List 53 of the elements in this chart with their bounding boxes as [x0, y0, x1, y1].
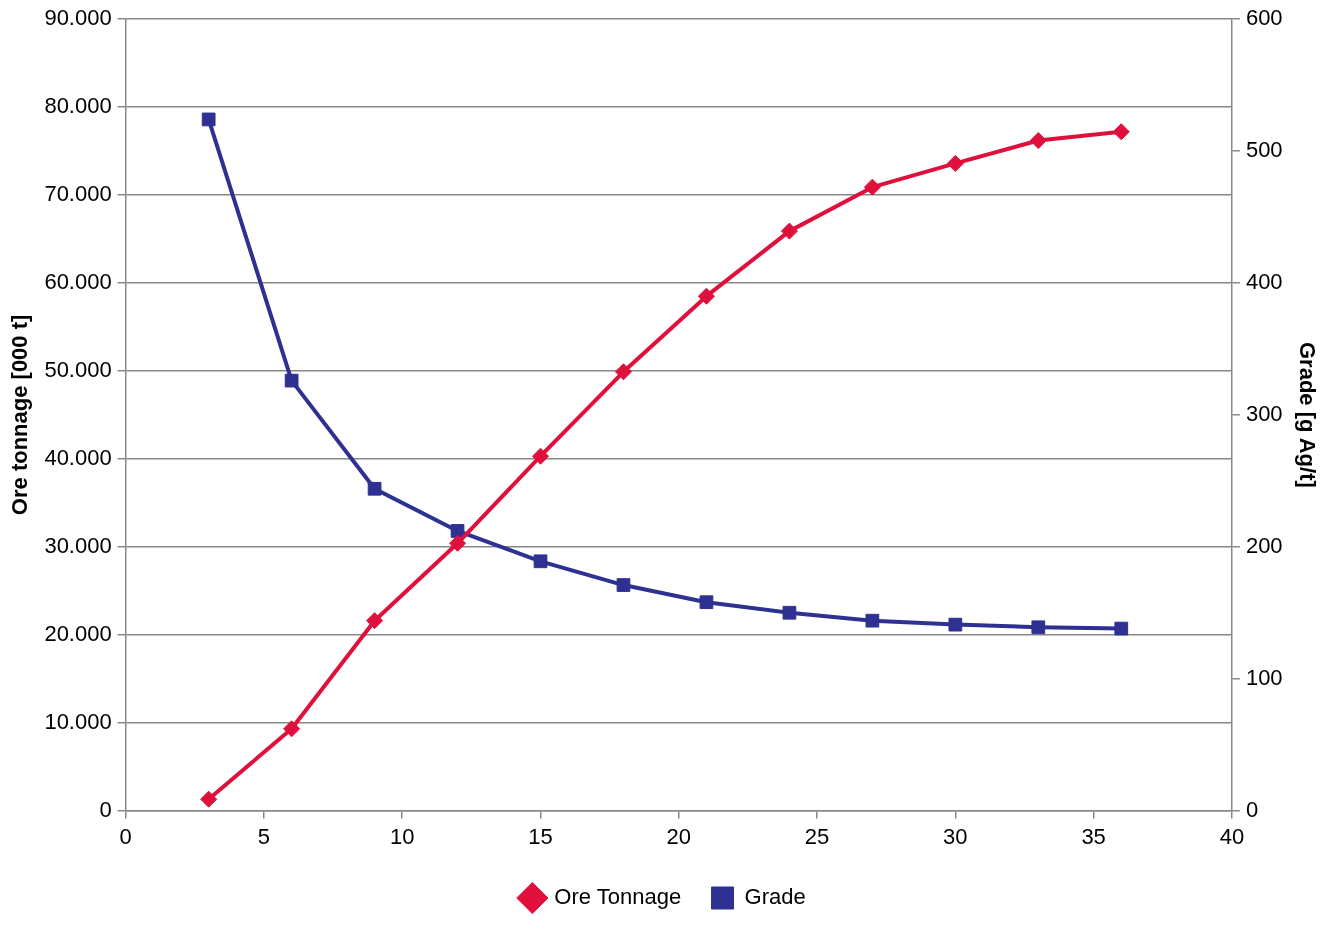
x-tick-label: 15 — [528, 823, 553, 849]
point — [366, 612, 384, 630]
y2-tick-label: 0 — [1245, 796, 1259, 822]
point — [1031, 620, 1046, 635]
y2-tick-label: 100 — [1245, 664, 1283, 690]
point — [284, 373, 299, 388]
y-tick-label: 70.000 — [44, 181, 112, 207]
y2-tick-label: 400 — [1245, 269, 1283, 295]
point — [782, 605, 797, 620]
point — [1114, 621, 1129, 636]
point — [948, 617, 963, 632]
y-tick-label: 80.000 — [44, 93, 112, 119]
point — [200, 790, 218, 808]
point — [449, 534, 467, 552]
legend-label: Grade — [744, 884, 806, 910]
point — [865, 613, 880, 628]
point — [283, 720, 301, 738]
x-tick-label: 25 — [804, 823, 830, 849]
x-tick-label: 40 — [1219, 823, 1245, 849]
y2-tick-label: 600 — [1245, 5, 1283, 31]
x-tick-label: 30 — [943, 823, 968, 849]
point — [614, 363, 632, 381]
x-tick-label: 5 — [257, 823, 271, 849]
y-axis-title: Ore tonnage [000 t] — [7, 314, 33, 516]
y-tick-label: 10.000 — [44, 708, 112, 734]
y-tick-label: 50.000 — [44, 357, 112, 382]
point — [532, 447, 550, 465]
y-tick-label: 0 — [99, 796, 112, 822]
point — [1112, 123, 1130, 141]
point — [699, 595, 714, 610]
y2-tick-label: 200 — [1245, 532, 1283, 558]
point — [533, 554, 548, 569]
x-tick-label: 10 — [390, 823, 415, 849]
y2-tick-label: 300 — [1245, 400, 1283, 426]
y-tick-label: 30.000 — [44, 532, 112, 558]
x-tick-label: 20 — [666, 823, 692, 849]
point — [697, 287, 715, 305]
point — [946, 154, 964, 172]
point — [780, 222, 798, 240]
point — [367, 481, 382, 496]
legend-label: Ore Tonnage — [554, 884, 682, 910]
x-tick-label: 0 — [119, 823, 132, 849]
y2-tick-label: 500 — [1245, 137, 1283, 163]
point — [201, 112, 216, 127]
y-tick-label: 20.000 — [44, 620, 112, 646]
point — [1029, 132, 1047, 150]
y-tick-label: 40.000 — [44, 444, 112, 470]
x-tick-label: 35 — [1081, 823, 1106, 849]
point — [863, 178, 881, 196]
y-tick-label: 60.000 — [44, 269, 112, 295]
y-tick-label: 90.000 — [44, 5, 112, 31]
point — [616, 578, 631, 592]
y2-axis-title: Grade [g Ag/t] — [1294, 341, 1320, 488]
